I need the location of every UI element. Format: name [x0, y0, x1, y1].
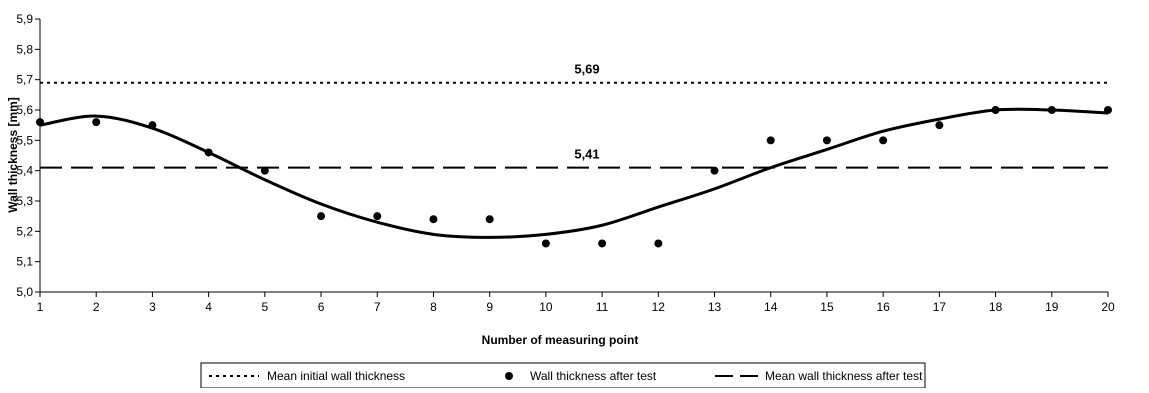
data-point — [92, 118, 101, 127]
axes — [39, 19, 1108, 293]
data-point — [766, 136, 775, 145]
annotation-labels: 5,69 5,41 — [574, 62, 599, 162]
data-point — [485, 215, 494, 224]
data-point — [317, 212, 326, 221]
y-tick-label: 5,3 — [16, 194, 33, 208]
x-tick-label: 19 — [1045, 300, 1059, 314]
x-tick-label: 2 — [93, 300, 100, 314]
x-tick-label: 6 — [318, 300, 325, 314]
mean-initial-label: 5,69 — [574, 62, 599, 77]
x-tick-label: 10 — [539, 300, 553, 314]
data-point — [1104, 106, 1112, 114]
mean-after-test-label: 5,41 — [574, 147, 599, 162]
y-axis-title: Wall thickness [mm] — [6, 97, 20, 213]
x-tick-label: 4 — [205, 300, 212, 314]
x-tick-label: 17 — [933, 300, 947, 314]
y-tick-label: 5,0 — [16, 285, 33, 299]
y-tick-label: 5,2 — [16, 224, 33, 238]
data-point — [822, 136, 831, 145]
x-tick-label: 1 — [37, 300, 44, 314]
data-point — [710, 166, 719, 175]
data-point — [429, 215, 438, 224]
data-point — [260, 166, 269, 175]
legend: Mean initial wall thickness Wall thicknes… — [200, 362, 926, 389]
legend-label-mean-initial: Mean initial wall thickness — [267, 369, 405, 383]
data-point — [654, 239, 663, 248]
x-tick-label: 15 — [820, 300, 834, 314]
x-tick-label: 20 — [1101, 300, 1115, 314]
x-tick-group: 1 2 3 4 5 6 7 8 9 10 11 12 13 14 15 16 17 18 19 20 — [37, 292, 1115, 314]
x-tick-label: 11 — [596, 300, 609, 314]
legend-label-mean-after: Mean wall thickness after test — [765, 369, 923, 383]
x-tick-label: 9 — [486, 300, 493, 314]
data-point — [991, 106, 1000, 114]
x-tick-label: 7 — [374, 300, 381, 314]
data-point — [1047, 106, 1056, 114]
data-point — [36, 118, 44, 127]
data-point — [148, 121, 157, 130]
x-tick-label: 3 — [149, 300, 156, 314]
x-tick-label: 16 — [876, 300, 890, 314]
legend-box — [200, 362, 926, 389]
data-point — [598, 239, 607, 248]
y-tick-group: 5,0 5,1 5,2 5,3 5,4 5,5 5,6 5,7 5,8 5,9 — [16, 12, 40, 299]
x-tick-label: 13 — [708, 300, 722, 314]
y-tick-label: 5,6 — [16, 103, 33, 117]
series-lines — [39, 81, 1109, 239]
y-tick-label: 5,9 — [16, 12, 33, 26]
x-tick-label: 5 — [261, 300, 268, 314]
x-axis-title: Number of measuring point — [482, 333, 639, 347]
data-point — [879, 136, 888, 145]
y-tick-label: 5,1 — [16, 255, 33, 269]
x-tick-label: 12 — [652, 300, 666, 314]
series-points — [36, 106, 1112, 248]
x-tick-label: 14 — [764, 300, 778, 314]
y-tick-label: 5,4 — [16, 164, 33, 178]
data-point — [204, 148, 213, 157]
trend-line — [39, 107, 1109, 239]
legend-swatch-points — [505, 372, 513, 380]
y-tick-label: 5,5 — [16, 133, 33, 147]
data-point — [935, 121, 944, 130]
y-tick-label: 5,7 — [16, 73, 33, 87]
data-point — [373, 212, 382, 221]
data-point — [541, 239, 550, 248]
x-tick-label: 18 — [989, 300, 1003, 314]
x-tick-label: 8 — [430, 300, 437, 314]
y-tick-label: 5,8 — [16, 42, 33, 56]
legend-label-points: Wall thickness after test — [530, 369, 657, 383]
